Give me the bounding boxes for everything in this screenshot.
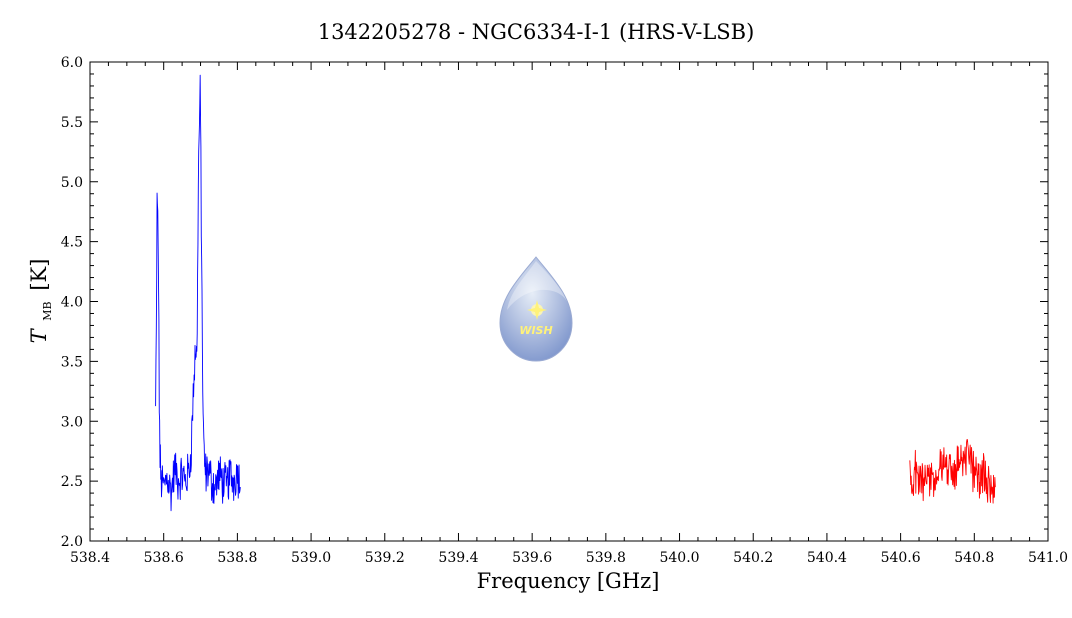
x-tick-label: 540.0 — [659, 550, 699, 566]
y-tick-label: 3.5 — [61, 354, 83, 370]
x-tick-label: 540.6 — [881, 550, 921, 566]
y-axis-label: T MB [K] — [27, 259, 56, 344]
x-tick-label: 541.0 — [1028, 550, 1068, 566]
plot-series — [155, 74, 996, 512]
x-tick-label: 540.2 — [733, 550, 773, 566]
wish-logo-text: WISH — [519, 324, 552, 337]
x-tick-label: 539.8 — [586, 550, 626, 566]
wish-logo: WISH — [499, 256, 573, 362]
x-tick-label: 538.6 — [144, 550, 184, 566]
y-tick-label: 4.5 — [61, 235, 83, 251]
y-tick-label: 4.0 — [61, 295, 83, 311]
y-axis-tick-labels: 2.0 2.5 3.0 3.5 4.0 4.5 5.0 5.5 6.0 — [61, 55, 83, 550]
x-tick-label: 538.8 — [217, 550, 257, 566]
spectrum-series-1 — [155, 74, 241, 512]
y-tick-label: 5.0 — [61, 175, 83, 191]
chart-title: 1342205278 - NGC6334-I-1 (HRS-V-LSB) — [318, 20, 755, 44]
plot-frame — [89, 61, 1049, 542]
y-tick-label: 6.0 — [61, 55, 83, 71]
x-tick-label: 538.4 — [70, 550, 110, 566]
x-tick-label: 539.0 — [291, 550, 331, 566]
x-tick-label: 539.6 — [512, 550, 552, 566]
svg-text:T MB [K]: T MB [K] — [27, 259, 56, 344]
x-tick-label: 539.2 — [365, 550, 405, 566]
x-axis-label: Frequency [GHz] — [477, 569, 660, 593]
x-tick-label: 540.4 — [807, 550, 847, 566]
axis-ticks — [89, 61, 1049, 542]
x-tick-label: 539.4 — [438, 550, 478, 566]
y-axis-label-unit: [K] — [27, 259, 51, 291]
y-axis-label-symbol: T — [27, 327, 51, 343]
star-icon — [527, 300, 547, 320]
y-tick-label: 3.0 — [61, 414, 83, 430]
x-axis-tick-labels: 538.4 538.6 538.8 539.0 539.2 539.4 539.6 539.8… — [70, 550, 1068, 566]
y-axis-label-subscript: MB — [41, 301, 54, 320]
y-tick-label: 2.5 — [61, 474, 83, 490]
x-tick-label: 540.8 — [954, 550, 994, 566]
y-tick-label: 5.5 — [61, 115, 83, 131]
y-tick-label: 2.0 — [61, 534, 83, 550]
spectrum-series-2 — [909, 439, 996, 504]
